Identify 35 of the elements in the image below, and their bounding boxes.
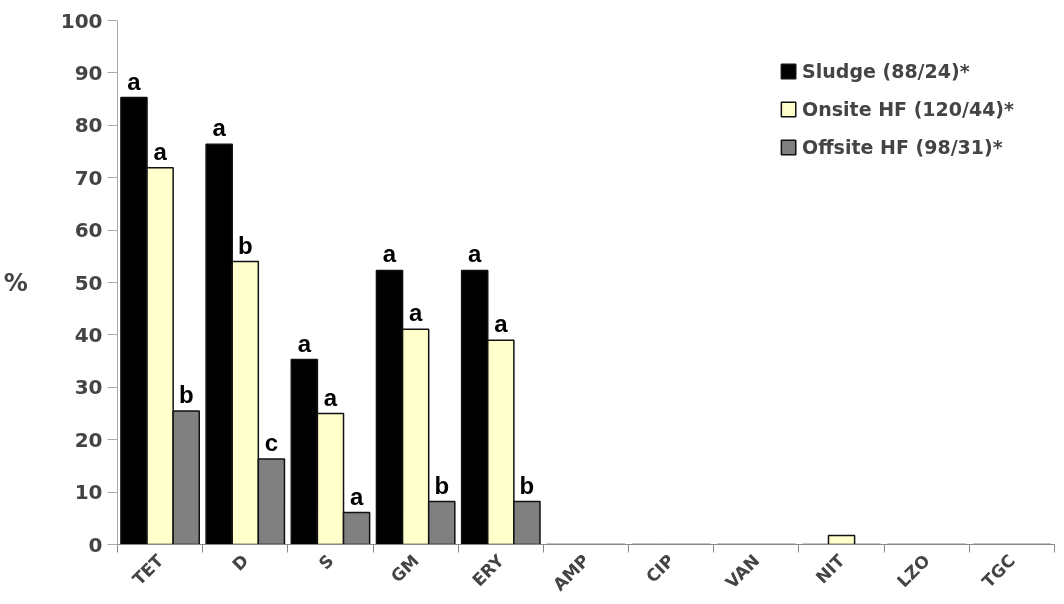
y-tick-label: 0 (88, 532, 103, 557)
data-label: a (323, 383, 338, 411)
y-tick-label: 100 (60, 8, 103, 33)
data-label: b (237, 231, 253, 259)
legend-label: Offsite HF (98/31)* (802, 136, 1003, 158)
data-label: a (297, 329, 312, 357)
y-tick-label: 30 (74, 375, 103, 400)
data-label: a (382, 240, 397, 268)
data-label: b (434, 471, 450, 499)
x-tick-label: D (228, 550, 253, 575)
legend-label: Onsite HF (120/44)* (802, 98, 1014, 120)
data-label: c (264, 429, 279, 457)
data-label: a (127, 67, 142, 95)
data-label: b (178, 380, 194, 408)
y-tick-label: 20 (74, 427, 103, 452)
y-tick-label: 70 (74, 165, 103, 190)
x-tick-label: S (314, 550, 338, 574)
data-label: b (519, 471, 535, 499)
y-tick-label: 90 (74, 60, 103, 85)
data-label: a (212, 114, 227, 142)
data-label: a (153, 137, 168, 165)
data-label: a (408, 299, 423, 327)
data-label: a (494, 310, 509, 338)
y-tick-label: 80 (74, 113, 103, 138)
data-label: a (349, 482, 364, 510)
legend-label: Sludge (88/24)* (802, 60, 970, 82)
y-tick-label: 40 (74, 322, 103, 347)
bar (827, 534, 856, 545)
data-label: a (468, 240, 483, 268)
y-tick-label: 10 (74, 480, 103, 505)
x-tick-label: CIP (642, 550, 679, 587)
y-axis-title: % (3, 268, 28, 297)
x-tick-label: GM (386, 550, 423, 587)
y-tick-label: 50 (74, 270, 103, 295)
y-tick-label: 60 (74, 218, 103, 243)
